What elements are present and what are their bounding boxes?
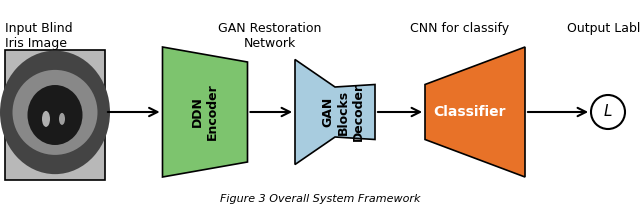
Text: GAN
Blocks
Decoder: GAN Blocks Decoder [321,83,365,141]
Bar [5,50,105,180]
Text: CNN for classify: CNN for classify [410,22,509,35]
Polygon shape [425,47,525,177]
Text: Classifier: Classifier [434,105,506,119]
Circle shape [591,95,625,129]
Polygon shape [295,59,375,164]
Polygon shape [163,47,248,177]
Ellipse shape [59,113,65,125]
Ellipse shape [13,70,97,155]
Bar [5,50,105,180]
Text: GAN Restoration
Network: GAN Restoration Network [218,22,322,50]
Text: Output Lable: Output Lable [568,22,640,35]
Text: Figure 3 Overall System Framework: Figure 3 Overall System Framework [220,194,420,204]
Ellipse shape [28,85,83,145]
Ellipse shape [42,111,50,127]
Text: L: L [604,105,612,119]
Text: Input Blind
Iris Image: Input Blind Iris Image [5,22,72,50]
Ellipse shape [0,51,110,174]
Text: DDN
Encoder: DDN Encoder [191,84,219,140]
